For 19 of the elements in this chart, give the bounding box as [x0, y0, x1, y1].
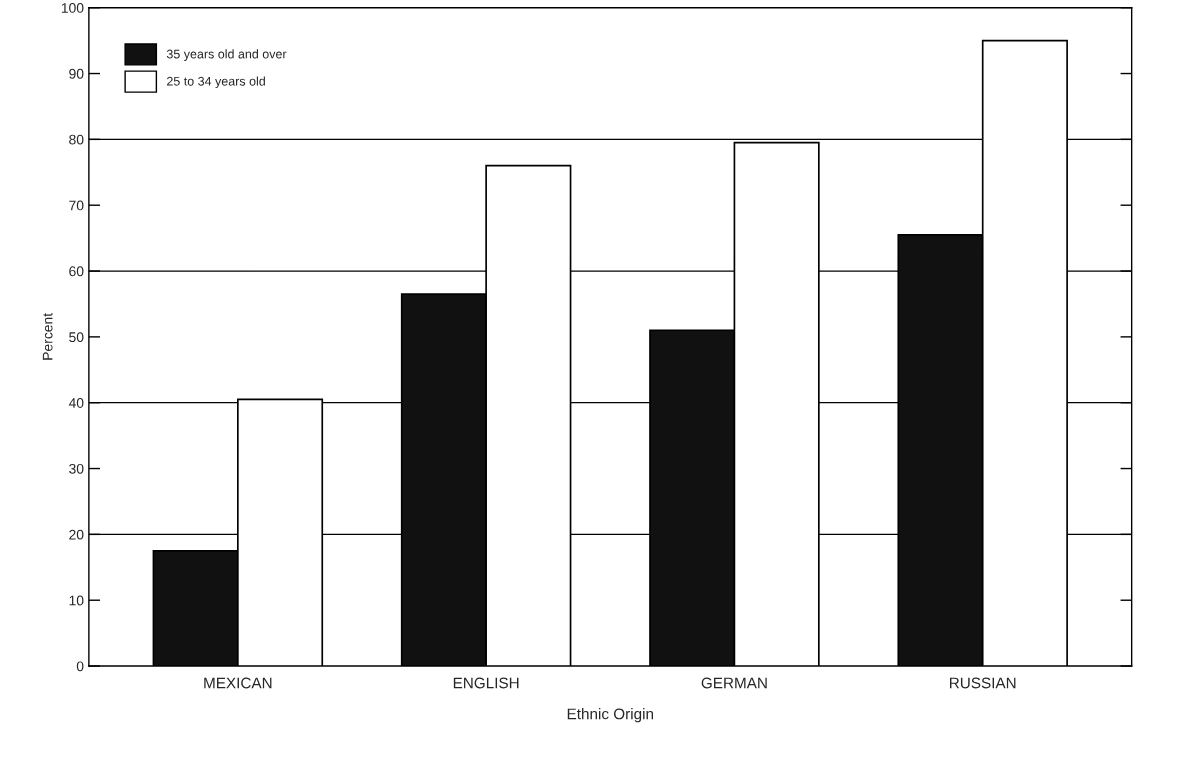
y-axis-title: Percent — [42, 313, 53, 360]
legend-label: 25 to 34 years old — [167, 76, 265, 89]
y-tick-label: 50 — [69, 332, 84, 343]
legend-label: 35 years old and over — [166, 49, 287, 61]
y-tick-label: 30 — [69, 463, 84, 474]
y-tick-label: 40 — [68, 398, 84, 408]
y-tick-label: 60 — [69, 266, 84, 277]
x-axis-title: Ethnic Origin — [567, 708, 654, 723]
y-tick-label: 90 — [69, 68, 84, 79]
y-tick-label: 0 — [76, 661, 84, 672]
y-tick-label: 20 — [69, 529, 84, 540]
x-tick-label: ENGLISH — [453, 677, 519, 689]
y-tick-label: 70 — [69, 200, 84, 211]
x-tick-label: RUSSIAN — [950, 677, 1016, 689]
x-tick-label: GERMAN — [701, 677, 767, 689]
x-tick-label: MEXICAN — [204, 677, 272, 689]
y-tick-label: 10 — [69, 595, 84, 606]
y-tick-label: 80 — [69, 134, 84, 145]
y-tick-label: 100 — [61, 3, 84, 13]
